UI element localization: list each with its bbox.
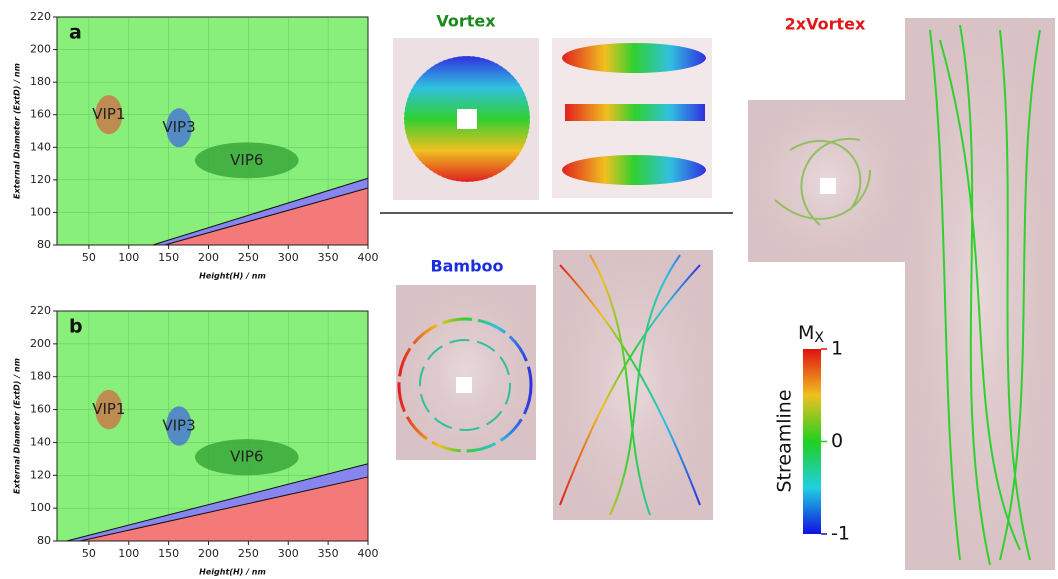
x-tick-label: 200: [198, 251, 219, 264]
y-tick-label: 80: [37, 238, 51, 251]
vortex-side-bottom: [562, 155, 706, 185]
y-tick-label: 220: [30, 304, 51, 317]
y-axis-label: External Diameter (ExtD) / nm: [13, 63, 22, 199]
x-tick-label: 400: [358, 547, 379, 560]
y-tick-label: 100: [30, 501, 51, 514]
figure: VIP1VIP3VIP65010015020025030035040080100…: [0, 0, 1058, 579]
x-axis-label: Height(H) / nm: [199, 568, 266, 577]
section-title: Bamboo: [430, 257, 503, 276]
x-tick-label: 250: [238, 547, 259, 560]
colorbar-title-sub: X: [814, 330, 824, 346]
colorbar: [803, 349, 821, 534]
y-tick-label: 160: [30, 108, 51, 121]
x-tick-label: 300: [278, 547, 299, 560]
x-tick-label: 350: [318, 251, 339, 264]
y-tick-label: 100: [30, 205, 51, 218]
colorbar-tick-label: 1: [831, 338, 843, 360]
x-tick-label: 300: [278, 251, 299, 264]
vortex-side-mid: [565, 104, 705, 121]
section-title: Vortex: [436, 12, 496, 31]
x-tick-label: 50: [82, 251, 96, 264]
bamboo-top-bg: [396, 285, 536, 460]
region-label: VIP3: [162, 417, 195, 435]
y-tick-label: 80: [37, 534, 51, 547]
region-label: VIP6: [230, 151, 263, 169]
region-label: VIP3: [162, 118, 195, 136]
bamboo-core: [456, 377, 472, 393]
colorbar-label: Streamline: [774, 389, 796, 492]
region-label: VIP1: [92, 105, 125, 123]
double-side-bg: [905, 18, 1055, 570]
y-tick-label: 200: [30, 43, 51, 56]
y-tick-label: 120: [30, 173, 51, 186]
colorbar-title-main: M: [798, 322, 814, 344]
x-tick-label: 150: [158, 251, 179, 264]
double-core: [820, 178, 836, 194]
section-title: 2xVortex: [785, 15, 866, 34]
colorbar-tick-label: -1: [831, 523, 850, 545]
y-tick-label: 200: [30, 337, 51, 350]
y-tick-label: 160: [30, 403, 51, 416]
x-tick-label: 400: [358, 251, 379, 264]
y-tick-label: 140: [30, 435, 51, 448]
y-axis-label: External Diameter (ExtD) / nm: [13, 358, 22, 494]
x-tick-label: 350: [318, 547, 339, 560]
region-label: VIP1: [92, 400, 125, 418]
panel-label: b: [69, 316, 83, 338]
panel-label: a: [69, 22, 82, 44]
colorbar-tick-label: 0: [831, 430, 843, 452]
y-tick-label: 180: [30, 75, 51, 88]
colorbar-title: MX: [798, 322, 824, 347]
x-tick-label: 200: [198, 547, 219, 560]
vortex-side-top: [562, 43, 706, 73]
x-axis-label: Height(H) / nm: [199, 272, 266, 281]
y-tick-label: 180: [30, 370, 51, 383]
vortex-core: [457, 109, 477, 129]
x-tick-label: 100: [118, 251, 139, 264]
x-tick-label: 150: [158, 547, 179, 560]
y-tick-label: 120: [30, 468, 51, 481]
x-tick-label: 50: [82, 547, 96, 560]
x-tick-label: 100: [118, 547, 139, 560]
x-tick-label: 250: [238, 251, 259, 264]
y-tick-label: 140: [30, 140, 51, 153]
region-label: VIP6: [230, 448, 263, 466]
y-tick-label: 220: [30, 10, 51, 23]
